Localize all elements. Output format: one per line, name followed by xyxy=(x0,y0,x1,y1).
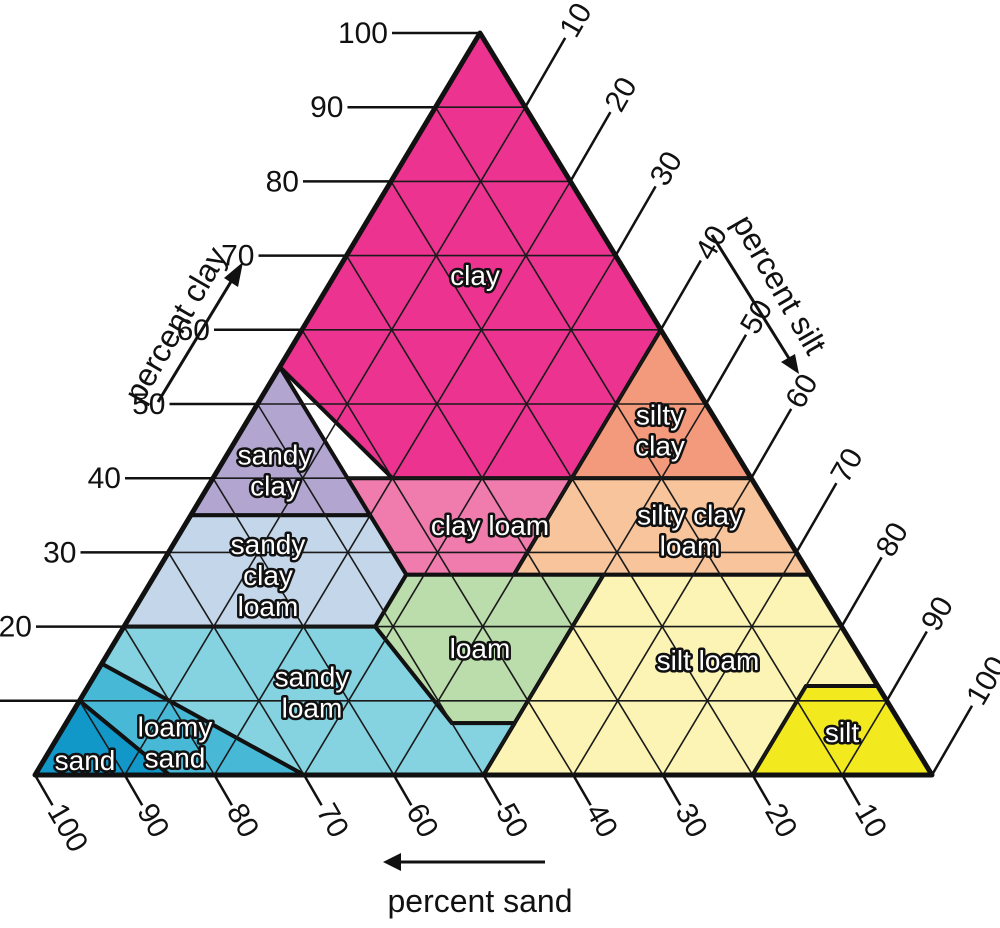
region-label-loamy-sand: loamy sand xyxy=(138,712,213,774)
clay-tick-label-80: 80 xyxy=(266,165,299,198)
silt-tick-label-70: 70 xyxy=(825,443,870,488)
region-label-sand: sand xyxy=(55,745,116,776)
region-label-clay-loam: clay loam xyxy=(431,510,549,541)
gridline-silt-70 xyxy=(662,551,798,776)
silt-tick-label-80: 80 xyxy=(870,517,915,562)
sand-tick-mark-90 xyxy=(123,774,144,806)
sand-axis-title: percent sand xyxy=(387,883,572,919)
clay-axis-arrow-line xyxy=(156,279,234,403)
sand-tick-mark-80 xyxy=(213,774,233,806)
texture-regions xyxy=(33,31,934,777)
clay-tick-label-40: 40 xyxy=(88,462,121,495)
sand-tick-mark-20 xyxy=(751,774,772,806)
clay-tick-label-50: 50 xyxy=(132,388,165,421)
silt-tick-mark-80 xyxy=(840,556,883,628)
region-label-sandy-clay-loam: sandy clay loam xyxy=(231,529,306,622)
silt-axis-arrowhead xyxy=(781,354,799,374)
region-label-loam: loam xyxy=(450,633,511,664)
region-label-silt-loam: silt loam xyxy=(657,645,760,676)
region-label-clay: clay xyxy=(450,260,500,291)
silt-tick-mark-50 xyxy=(704,334,748,405)
region-label-silty-clay: silty clay xyxy=(635,400,685,462)
gridline-sand-90 xyxy=(78,700,126,776)
sand-tick-mark-60 xyxy=(392,774,413,806)
silt-tick-mark-70 xyxy=(795,482,838,554)
silt-tick-label-20: 20 xyxy=(599,72,644,117)
clay-tick-label-100: 100 xyxy=(338,17,388,50)
triangle-outline xyxy=(32,30,935,778)
region-label-silty-clay-loam: silty clay loam xyxy=(637,500,743,562)
gridline-sand-10 xyxy=(434,106,843,776)
gridline-silt-60 xyxy=(572,477,752,776)
gridline-silt-90 xyxy=(841,700,888,776)
region-label-silt: silt xyxy=(825,717,859,748)
silt-tick-label-100: 100 xyxy=(960,651,1000,711)
sand-tick-label-80: 80 xyxy=(220,798,265,843)
sand-tick-label-90: 90 xyxy=(130,798,175,843)
sand-tick-label-40: 40 xyxy=(579,798,624,843)
sand-tick-mark-40 xyxy=(572,774,592,806)
clay-tick-label-20: 20 xyxy=(0,611,32,644)
sand-axis-arrowhead xyxy=(383,853,401,871)
region-label-sandy-clay: sandy clay xyxy=(238,440,313,502)
gridline-sand-60 xyxy=(212,477,395,776)
grid-lines xyxy=(78,106,888,776)
clay-tick-label-90: 90 xyxy=(310,91,343,124)
region-label-sandy-loam: sandy loam xyxy=(275,662,350,724)
sand-tick-label-70: 70 xyxy=(310,798,355,843)
silt-tick-label-60: 60 xyxy=(779,369,824,414)
sand-tick-label-20: 20 xyxy=(758,798,803,843)
sand-tick-mark-70 xyxy=(303,774,323,806)
sand-tick-mark-10 xyxy=(841,774,861,806)
silt-tick-mark-30 xyxy=(614,185,657,257)
gridline-sand-70 xyxy=(167,551,305,776)
sand-tick-label-30: 30 xyxy=(668,798,713,843)
sand-tick-mark-100 xyxy=(33,774,54,806)
silt-tick-label-30: 30 xyxy=(644,146,689,191)
sand-tick-label-10: 10 xyxy=(848,798,893,843)
silt-tick-mark-40 xyxy=(659,259,702,331)
clay-axis-arrowhead xyxy=(224,262,243,287)
sand-tick-mark-50 xyxy=(482,774,503,806)
sand-tick-mark-30 xyxy=(661,774,682,806)
region-labels: clay silty clay sandy clay clay loam silty cla… xyxy=(52,258,862,779)
sand-tick-label-100: 100 xyxy=(41,798,95,858)
clay-axis-title: percent clay xyxy=(117,241,234,408)
gridline-sand-50 xyxy=(256,403,485,776)
gridline-silt-30 xyxy=(303,255,617,776)
silt-tick-mark-100 xyxy=(930,705,974,776)
silt-tick-mark-10 xyxy=(524,37,567,108)
silt-tick-mark-60 xyxy=(750,408,793,479)
gridline-sand-30 xyxy=(345,255,664,776)
silt-axis-arrow-line xyxy=(710,234,792,361)
gridline-silt-80 xyxy=(751,626,843,776)
silt-tick-mark-90 xyxy=(885,630,928,702)
sand-tick-label-60: 60 xyxy=(399,798,444,843)
gridline-silt-10 xyxy=(124,106,526,776)
silt-tick-label-10: 10 xyxy=(553,0,598,43)
clay-tick-label-30: 30 xyxy=(43,536,76,569)
clay-axis-title-group: percent clay xyxy=(117,241,234,408)
gridline-silt-50 xyxy=(482,403,707,776)
gridline-sand-80 xyxy=(123,626,216,776)
sand-tick-label-50: 50 xyxy=(489,798,534,843)
silt-tick-label-90: 90 xyxy=(915,591,960,636)
silt-tick-mark-20 xyxy=(569,111,612,183)
